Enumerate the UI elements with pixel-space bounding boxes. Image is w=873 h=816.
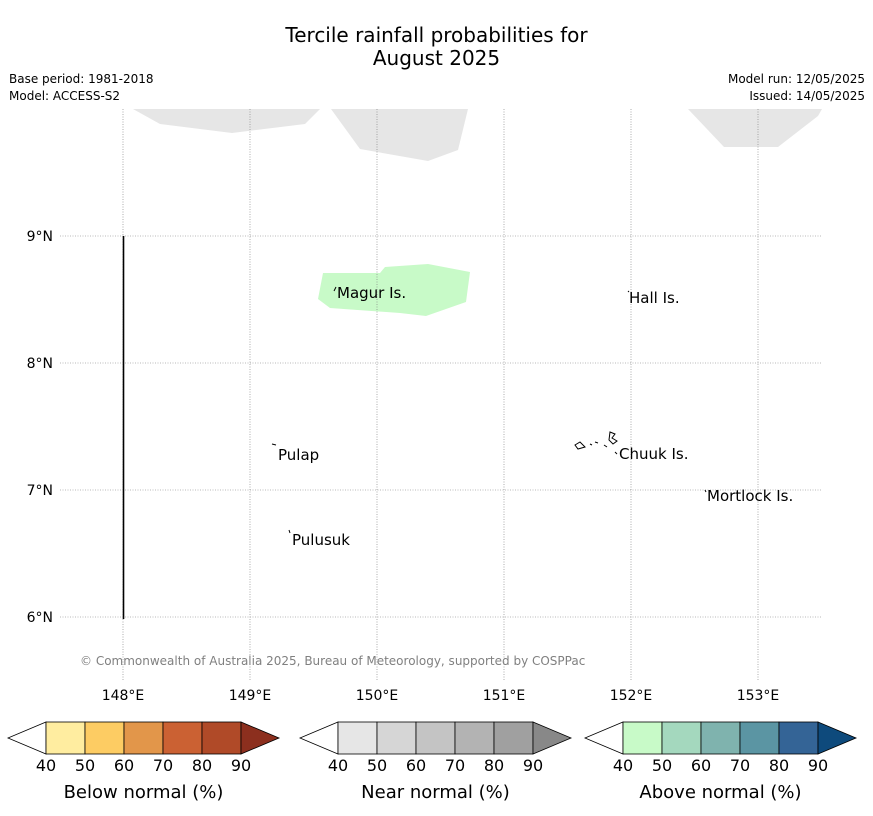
map-title-line-2: August 2025 xyxy=(372,46,501,70)
colorbar-arrow-high xyxy=(532,721,573,755)
colorbar-arrow-low xyxy=(298,721,339,755)
colorbar-segment xyxy=(739,721,780,755)
colorbar-segment xyxy=(123,721,164,755)
colorbar-segment xyxy=(84,721,125,755)
colorbar-tick-label: 40 xyxy=(36,756,56,775)
colorbar-arrow-low xyxy=(583,721,624,755)
colorbar-tick-label: 50 xyxy=(75,756,95,775)
lon-tick-152: 152°E xyxy=(610,688,653,704)
colorbar-tick-label: 70 xyxy=(153,756,173,775)
lat-tick-8n: 8°N xyxy=(27,356,53,372)
land-polygon-west xyxy=(133,109,320,133)
colorbar-segment xyxy=(376,721,417,755)
copyright-notice: © Commonwealth of Australia 2025, Bureau… xyxy=(80,654,585,668)
map-title-line-1: Tercile rainfall probabilities for xyxy=(285,23,588,47)
lon-tick-149: 149°E xyxy=(229,688,272,704)
model-run-text: Model run: 12/05/2025 xyxy=(727,72,865,86)
issued-text: Issued: 14/05/2025 xyxy=(749,89,865,103)
colorbar-tick-label: 90 xyxy=(231,756,251,775)
colorbar-tick-label: 70 xyxy=(730,756,750,775)
lat-tick-7n: 7°N xyxy=(27,483,53,499)
colorbar-tick-label: 70 xyxy=(445,756,465,775)
place-label-mortlock: Mortlock Is. xyxy=(707,487,793,505)
colorbar-segment xyxy=(661,721,702,755)
colorbar-tick-label: 80 xyxy=(192,756,212,775)
land-polygon-central xyxy=(331,109,468,161)
place-label-pulap: Pulap xyxy=(278,446,319,464)
island-outlines xyxy=(271,286,707,534)
colorbar-segment xyxy=(201,721,242,755)
lon-tick-148: 148°E xyxy=(102,688,145,704)
lon-tick-150: 150°E xyxy=(356,688,399,704)
colorbar-segment xyxy=(622,721,663,755)
lat-tick-6n: 6°N xyxy=(27,610,53,626)
colorbar-arrow-low xyxy=(6,721,47,755)
colorbar-arrow-high xyxy=(240,721,281,755)
colorbar-segment xyxy=(162,721,203,755)
colorbar-segment xyxy=(415,721,456,755)
colorbar-segment xyxy=(454,721,495,755)
above-normal-40-50-region xyxy=(318,264,470,316)
lon-gridlines xyxy=(122,109,759,680)
colorbar-segment xyxy=(45,721,86,755)
lat-gridlines xyxy=(60,235,822,618)
model-text: Model: ACCESS-S2 xyxy=(9,89,121,103)
colorbar-tick-label: 90 xyxy=(808,756,828,775)
place-label-hall: Hall Is. xyxy=(629,289,680,307)
colorbar-below-normal: 40 50 60 70 80 90 Below normal (%) xyxy=(6,721,281,803)
colorbar-tick-label: 50 xyxy=(652,756,672,775)
colorbar-above-normal: 40 50 60 70 80 90 Above normal (%) xyxy=(583,721,858,803)
lon-tick-151: 151°E xyxy=(483,688,526,704)
colorbar-arrow-high xyxy=(817,721,858,755)
land-polygon-east xyxy=(688,109,822,147)
colorbar-tick-label: 50 xyxy=(367,756,387,775)
colorbar-tick-label: 60 xyxy=(406,756,426,775)
colorbar-tick-label: 80 xyxy=(484,756,504,775)
colorbar-tick-label: 60 xyxy=(691,756,711,775)
colorbar-segment xyxy=(337,721,378,755)
colorbar-tick-label: 90 xyxy=(523,756,543,775)
colorbar-near-normal: 40 50 60 70 80 90 Near normal (%) xyxy=(298,721,573,803)
colorbar-tick-label: 80 xyxy=(769,756,789,775)
colorbar-tick-label: 40 xyxy=(328,756,348,775)
place-label-magur: Magur Is. xyxy=(337,284,406,302)
colorbar-segment xyxy=(493,721,534,755)
colorbars: 40 50 60 70 80 90 Below normal (%) 40 50 60 70 80 90… xyxy=(6,721,858,803)
base-period-text: Base period: 1981-2018 xyxy=(9,72,154,86)
colorbar-tick-label: 60 xyxy=(114,756,134,775)
place-label-pulusuk: Pulusuk xyxy=(292,531,350,549)
colorbar-segment xyxy=(778,721,819,755)
colorbar-title: Near normal (%) xyxy=(361,782,510,803)
colorbar-segment xyxy=(700,721,741,755)
colorbar-tick-label: 40 xyxy=(613,756,633,775)
colorbar-title: Above normal (%) xyxy=(639,782,801,803)
lon-tick-153: 153°E xyxy=(737,688,780,704)
colorbar-title: Below normal (%) xyxy=(64,782,224,803)
lat-tick-9n: 9°N xyxy=(27,229,53,245)
place-label-chuuk: Chuuk Is. xyxy=(619,445,688,463)
